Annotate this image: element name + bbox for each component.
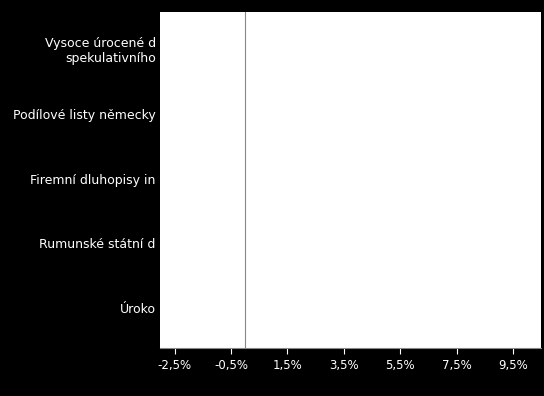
Bar [245, 229, 287, 261]
Text: Podílové listy německy: Podílové listy německy [13, 109, 156, 122]
Bar [245, 293, 485, 326]
Bar [245, 99, 251, 131]
Bar [189, 34, 245, 67]
Text: Rumunské státní d: Rumunské státní d [39, 238, 156, 251]
Text: Vysoce úrocené d
spekulativního: Vysoce úrocené d spekulativního [45, 37, 156, 65]
Bar [245, 164, 287, 196]
Text: Firemní dluhopisy in: Firemní dluhopisy in [30, 174, 156, 187]
Text: Úroko: Úroko [120, 303, 156, 316]
